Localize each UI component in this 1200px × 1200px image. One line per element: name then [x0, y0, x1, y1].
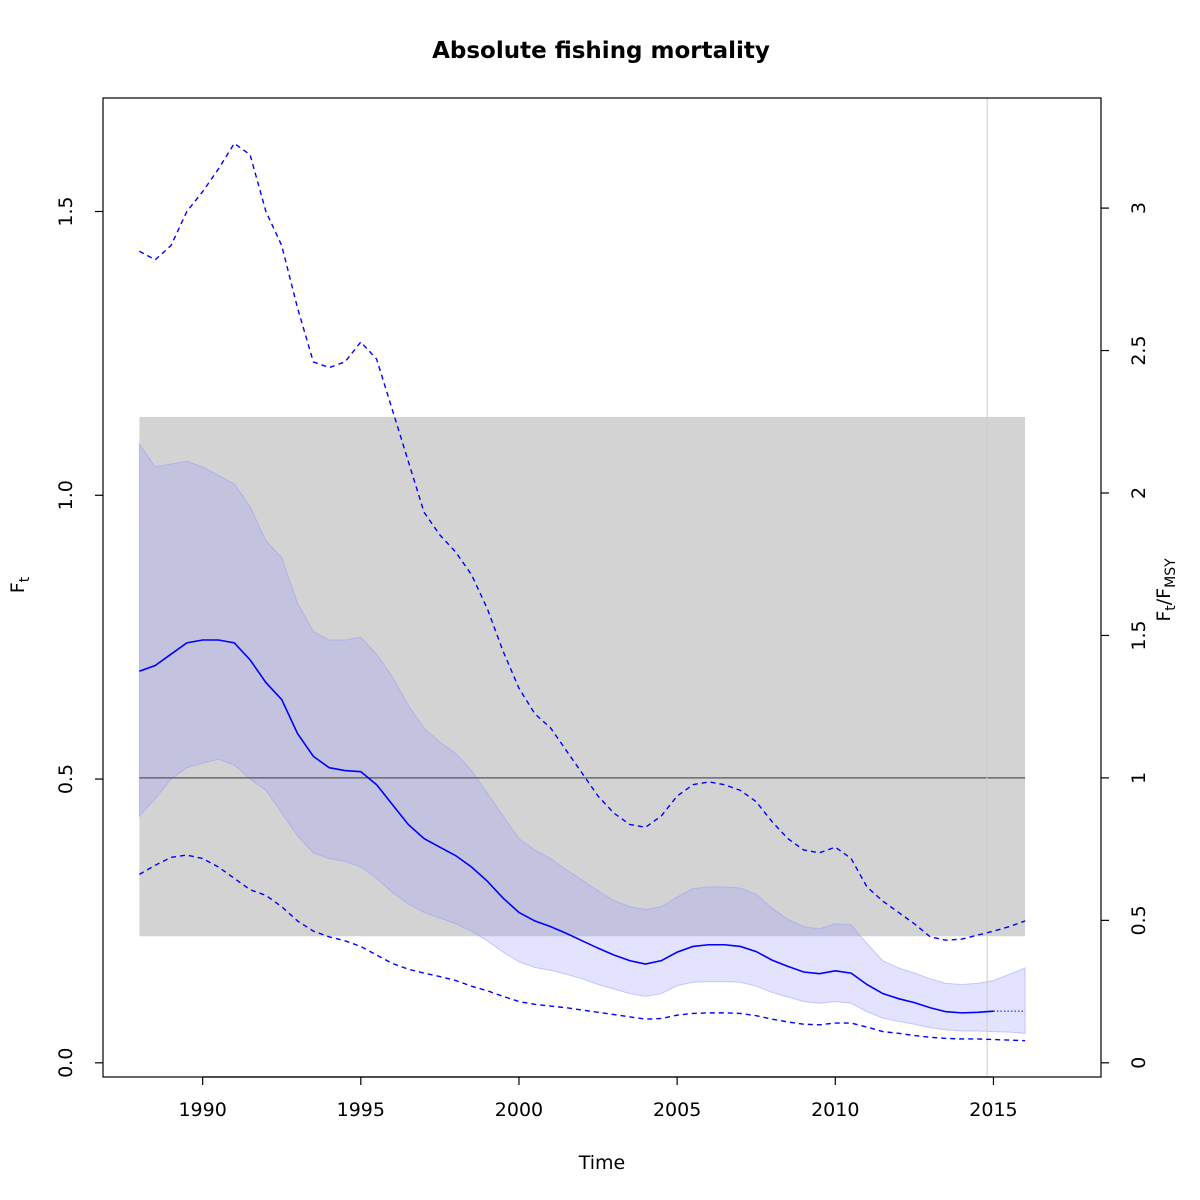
y-axis-label-subscript: t	[17, 576, 33, 582]
y-axis-label-main: F	[7, 582, 29, 593]
ci-outer-upper-line	[139, 142, 1026, 941]
y2-tick-label: 1.5	[1128, 620, 1150, 650]
y-tick-label: 0.5	[55, 764, 77, 794]
fmsy-band	[139, 416, 1026, 937]
y2-axis-label-main2: F	[1153, 588, 1175, 599]
x-tick-label: 2005	[653, 1099, 701, 1121]
y-axis-label: Ft	[7, 576, 33, 593]
y2-tick-label: 2.5	[1128, 335, 1150, 365]
chart-title: Absolute fishing mortality	[432, 38, 770, 64]
x-tick-label: 1990	[178, 1099, 226, 1121]
x-axis-label: Time	[578, 1152, 626, 1174]
y-tick-label: 0.0	[55, 1048, 77, 1078]
x-tick-label: 2010	[811, 1099, 859, 1121]
x-tick-label: 2015	[969, 1099, 1017, 1121]
y2-axis-label-sub2: MSY	[1163, 558, 1179, 588]
y2-axis-label-main1: F	[1153, 611, 1175, 622]
axes: 1990 1995 2000 2005 2010 2015 0.0 0.5 1.0 1.5 0 0.5…	[55, 97, 1150, 1121]
y2-tick-label: 3	[1128, 202, 1150, 214]
y2-tick-label: 0.5	[1128, 905, 1150, 935]
y2-axis-label: Ft/FMSY	[1153, 558, 1179, 622]
y-tick-label: 1.5	[55, 196, 77, 226]
y2-tick-label: 2	[1128, 487, 1150, 499]
estimate-line	[139, 639, 994, 1014]
x-tick-label: 1995	[337, 1099, 385, 1121]
x-tick-label: 2000	[495, 1099, 543, 1121]
plot-area	[138, 98, 1026, 1077]
y2-tick-label: 1	[1128, 772, 1150, 784]
y2-tick-label: 0	[1128, 1057, 1150, 1069]
y2-axis-label-sep: /	[1153, 598, 1175, 605]
y2-axis-label-sub1: t	[1163, 605, 1179, 611]
y-tick-label: 1.0	[55, 480, 77, 510]
ci-inner-band	[138, 442, 1026, 1034]
